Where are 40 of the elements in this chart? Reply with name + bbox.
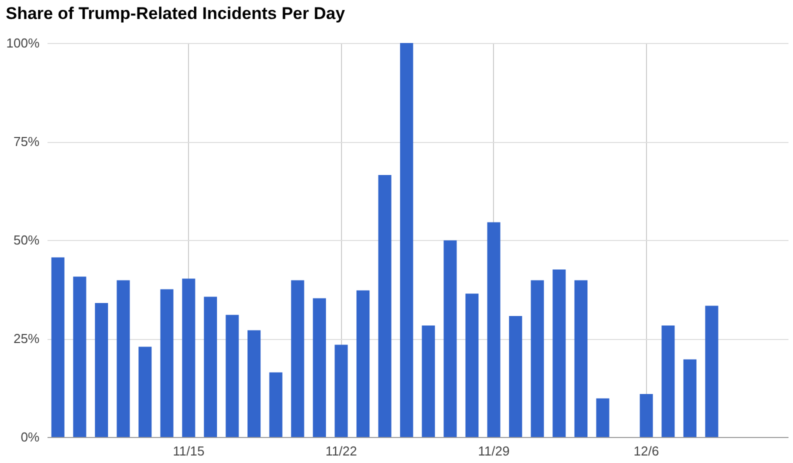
bar	[552, 270, 566, 437]
bar	[465, 294, 479, 437]
bar	[312, 298, 326, 437]
bar	[574, 280, 588, 437]
bar	[116, 280, 130, 437]
bar	[705, 306, 718, 437]
bar	[94, 303, 108, 437]
y-tick-label: 25%	[13, 331, 40, 346]
bar	[51, 257, 64, 437]
bar	[662, 326, 675, 437]
bar	[444, 240, 457, 437]
bar	[509, 316, 522, 437]
bar	[138, 346, 152, 437]
bar	[487, 222, 500, 437]
bar	[73, 276, 86, 437]
bar	[182, 278, 196, 437]
y-tick-label: 50%	[13, 232, 40, 248]
bar	[530, 280, 544, 437]
bar	[356, 290, 370, 437]
y-tick-label: 100%	[6, 36, 40, 50]
bar	[378, 174, 392, 437]
bar	[683, 359, 696, 437]
x-tick-label: 11/15	[172, 444, 204, 458]
bar	[269, 372, 282, 437]
chart-title: Share of Trump-Related Incidents Per Day	[6, 4, 346, 23]
x-tick-label: 11/29	[478, 444, 510, 458]
y-tick-label: 0%	[20, 430, 40, 444]
bar	[334, 344, 348, 437]
y-tick-label: 75%	[13, 134, 40, 149]
bar	[160, 289, 174, 437]
bar	[596, 398, 610, 437]
bar	[226, 314, 239, 437]
x-tick-label: 12/6	[634, 444, 659, 458]
x-tick-label: 11/22	[325, 444, 358, 458]
bar	[400, 43, 414, 437]
bar	[291, 280, 304, 437]
bar	[248, 330, 261, 437]
bar	[640, 394, 653, 437]
bar	[204, 296, 217, 437]
bar	[422, 326, 435, 437]
